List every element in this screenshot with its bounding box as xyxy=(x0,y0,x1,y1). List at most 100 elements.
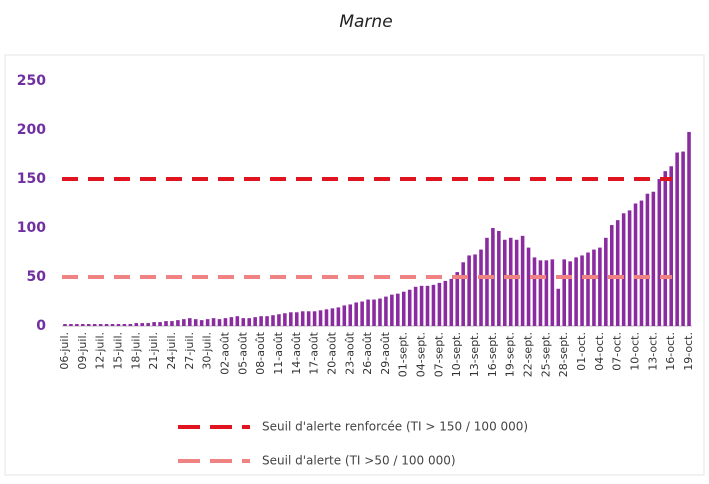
bar xyxy=(604,237,608,326)
bar xyxy=(330,308,335,326)
chart-title: Marne xyxy=(339,12,392,32)
bar xyxy=(598,247,602,326)
bar xyxy=(419,285,424,326)
bar xyxy=(592,249,596,326)
x-tick-label: 22-sept. xyxy=(522,332,535,377)
bar xyxy=(633,203,638,326)
x-tick-label: 09-juil. xyxy=(76,332,89,370)
x-tick-label: 04-sept. xyxy=(415,332,428,377)
bar xyxy=(508,237,513,326)
bar xyxy=(306,311,311,326)
bar xyxy=(92,324,97,326)
bar xyxy=(98,324,103,326)
bar xyxy=(324,309,329,326)
bar xyxy=(271,315,275,326)
bar xyxy=(81,324,85,326)
bar xyxy=(675,152,679,326)
bar xyxy=(372,299,376,326)
x-tick-label: 18-juil. xyxy=(129,332,142,370)
bar xyxy=(300,311,305,326)
bar xyxy=(294,312,299,326)
bar xyxy=(514,239,519,326)
x-tick-label: 14-août xyxy=(290,331,303,374)
x-tick-label: 23-août xyxy=(343,331,356,374)
legend-label: Seuil d'alerte (TI >50 / 100 000) xyxy=(262,454,456,468)
y-tick-label: 250 xyxy=(17,73,46,89)
x-tick-label: 19-oct. xyxy=(682,332,695,371)
x-tick-label: 10-oct. xyxy=(629,332,642,371)
bar xyxy=(235,316,240,326)
bar xyxy=(485,237,489,326)
bar xyxy=(538,260,543,326)
bar xyxy=(128,324,133,326)
bar xyxy=(188,318,192,326)
bar xyxy=(431,284,436,326)
bar xyxy=(390,294,394,326)
x-tick-label: 21-juil. xyxy=(147,332,160,370)
bar xyxy=(176,320,180,326)
bar xyxy=(366,299,370,326)
bar xyxy=(277,314,281,326)
bar xyxy=(259,316,263,326)
legend-label: Seuil d'alerte renforcée (TI > 150 / 100… xyxy=(262,420,528,434)
x-tick-label: 07-oct. xyxy=(611,332,624,371)
x-tick-label: 26-août xyxy=(361,331,374,374)
x-tick-label: 07-sept. xyxy=(432,332,445,377)
bar xyxy=(556,288,561,326)
y-tick-label: 200 xyxy=(17,122,46,138)
x-tick-label: 13-sept. xyxy=(468,332,481,377)
x-tick-label: 24-juil. xyxy=(165,332,178,370)
bar xyxy=(336,307,341,326)
bar xyxy=(532,257,537,326)
x-tick-label: 05-août xyxy=(236,331,249,374)
bar xyxy=(211,318,216,326)
bar xyxy=(199,320,204,326)
bar xyxy=(241,318,246,326)
x-tick-label: 13-oct. xyxy=(646,332,659,371)
x-tick-label: 16-oct. xyxy=(664,332,677,371)
bar xyxy=(687,131,691,326)
bar xyxy=(152,322,156,326)
bar xyxy=(182,319,186,326)
bar xyxy=(354,302,358,326)
x-tick-label: 01-oct. xyxy=(575,332,588,371)
bar xyxy=(455,272,460,326)
x-tick-label: 15-juil. xyxy=(111,332,124,370)
bar xyxy=(140,323,145,326)
bar xyxy=(265,316,269,326)
bar xyxy=(663,171,668,326)
bar xyxy=(544,260,549,326)
bar xyxy=(669,166,673,326)
bar xyxy=(164,321,168,326)
bar xyxy=(497,230,501,326)
x-tick-label: 25-sept. xyxy=(539,332,552,377)
bar xyxy=(170,321,174,326)
bar xyxy=(69,324,73,326)
bar xyxy=(312,311,317,326)
bar xyxy=(621,213,626,326)
x-tick-label: 27-juil. xyxy=(183,332,196,370)
bar xyxy=(467,255,471,326)
bar xyxy=(63,324,67,326)
bar xyxy=(348,304,353,326)
bar xyxy=(360,301,364,326)
x-tick-label: 06-juil. xyxy=(58,332,71,370)
bar xyxy=(681,151,685,326)
bar xyxy=(657,179,662,326)
bar xyxy=(461,262,465,326)
bar xyxy=(122,324,127,326)
x-tick-label: 29-août xyxy=(379,331,392,374)
bar xyxy=(396,293,400,326)
bar xyxy=(116,324,121,326)
bar xyxy=(193,319,198,326)
bar xyxy=(437,282,442,326)
bar xyxy=(104,324,109,326)
bar xyxy=(425,285,430,326)
bar xyxy=(615,220,620,326)
bar xyxy=(378,298,382,326)
bar xyxy=(110,324,115,326)
bar xyxy=(247,318,251,326)
bar xyxy=(217,319,222,326)
bar xyxy=(401,291,406,326)
bar xyxy=(86,324,91,326)
